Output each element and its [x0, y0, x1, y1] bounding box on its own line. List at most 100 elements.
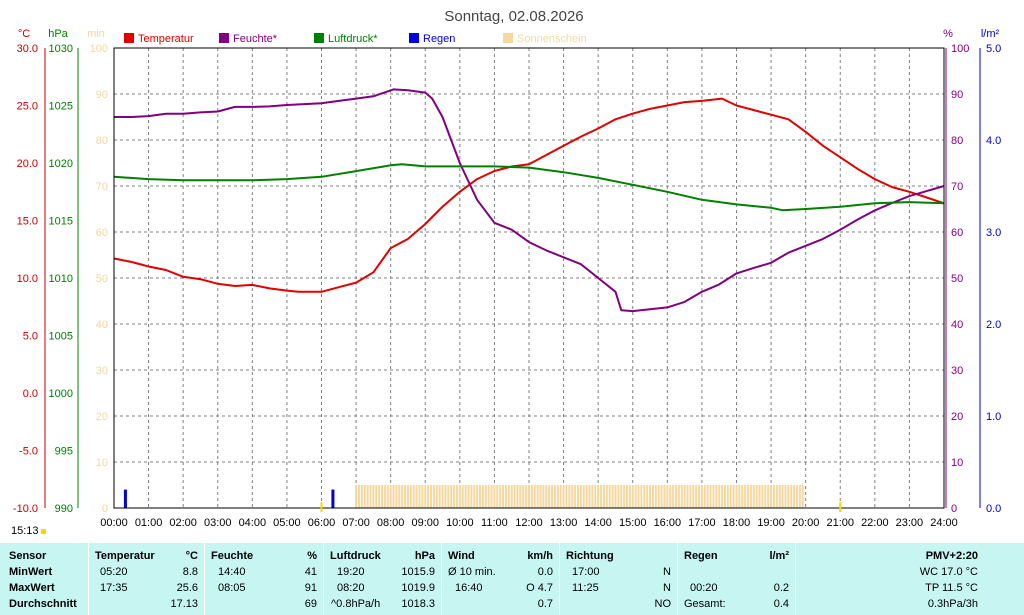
separator	[441, 543, 442, 615]
sunshine-bars	[355, 485, 804, 508]
tick-label-pressure: 1020	[49, 158, 73, 170]
tick-label-time: 15:00	[619, 517, 647, 529]
tick-label-time: 12:00	[515, 517, 543, 529]
pressure-unit: hPa	[414, 550, 435, 562]
tick-label-pressure: 990	[55, 503, 73, 515]
wind-avg10-label: Ø 10 min.	[448, 566, 496, 578]
series-lines	[113, 88, 945, 313]
label-max: MaxWert	[9, 582, 55, 594]
tick-label-time: 24:00	[930, 517, 958, 529]
tick-label-time: 22:00	[861, 517, 889, 529]
tick-label-temperature: 20.0	[17, 158, 38, 170]
legend: Temperatur Feuchte* Luftdruck* Regen Sonnens…	[124, 33, 587, 45]
separator	[795, 543, 796, 615]
tick-label-pressure: 1015	[49, 216, 73, 228]
tick-label-humidity: 90	[951, 89, 963, 101]
legend-label: Temperatur	[138, 33, 194, 45]
tick-label-rain: 3.0	[986, 227, 1001, 239]
plot-frame	[113, 47, 945, 509]
tick-label-temperature: -5.0	[19, 446, 38, 458]
tick-label-time: 17:00	[688, 517, 716, 529]
direction-title: Richtung	[566, 550, 614, 562]
tick-label-time: 00:00	[100, 517, 128, 529]
tick-label-humidity: 80	[951, 135, 963, 147]
stats-temperature: Temperatur °C 05:20 8.8 17:35 25.6 17.13	[89, 543, 204, 615]
tick-label-rain: 2.0	[986, 319, 1001, 331]
rain-total: 0.4	[773, 598, 789, 610]
tick-label-time: 07:00	[342, 517, 370, 529]
temperature-max: 25.6	[176, 582, 198, 594]
pmv-trend: 0.3hPa/3h	[927, 598, 978, 610]
label-sensor: Sensor	[9, 550, 47, 562]
tick-label-rain: 1.0	[986, 411, 1001, 423]
legend-swatch	[503, 33, 513, 43]
stats-pmv: PMV+2:20 WC 17.0 °C TP 11.5 °C 0.3hPa/3h	[796, 543, 1024, 615]
tick-label-humidity: 100	[951, 43, 969, 55]
unit-humidity: %	[943, 28, 953, 40]
tick-label-humidity: 50	[951, 273, 963, 285]
tick-label-sunshine: 10	[96, 457, 108, 469]
direction-value-1: N	[663, 566, 671, 578]
tick-label-temperature: 25.0	[17, 101, 38, 113]
tick-label-pressure: 1010	[49, 273, 73, 285]
tick-label-time: 09:00	[411, 517, 439, 529]
tick-label-sunshine: 70	[96, 181, 108, 193]
tick-label-time: 21:00	[826, 517, 854, 529]
separator	[677, 543, 678, 615]
tick-label-temperature: 10.0	[17, 273, 38, 285]
legend-label: Luftdruck*	[328, 33, 378, 45]
label-avg: Durchschnitt	[9, 598, 77, 610]
tick-label-temperature: 0.0	[23, 388, 38, 400]
tick-label-time: 01:00	[135, 517, 163, 529]
tick-label-pressure: 1000	[49, 388, 73, 400]
tick-label-sunshine: 0	[102, 503, 108, 515]
pmv-title: PMV+2:20	[925, 550, 978, 562]
temperature-min-time: 05:20	[100, 566, 128, 578]
tick-label-humidity: 70	[951, 181, 963, 193]
tick-label-humidity: 10	[951, 457, 963, 469]
wind-max-value: O 4.7	[526, 582, 553, 594]
tick-label-time: 23:00	[896, 517, 924, 529]
pressure-min-time: 19:20	[337, 566, 365, 578]
tick-label-temperature: -10.0	[13, 503, 38, 515]
weather-chart: 30.025.020.015.010.05.00.0-5.0-10.010301…	[13, 8, 1001, 529]
tick-label-pressure: 1030	[49, 43, 73, 55]
pmv-wc: WC 17.0 °C	[919, 566, 978, 578]
humidity-min: 41	[304, 566, 317, 578]
rain-bar	[123, 489, 127, 508]
unit-rain: l/m²	[981, 28, 1000, 40]
tick-label-humidity: 30	[951, 365, 963, 377]
tick-label-rain: 5.0	[986, 43, 1001, 55]
pmv-tp: TP 11.5 °C	[925, 582, 978, 594]
humidity-max: 91	[304, 582, 317, 594]
tick-label-rain: 4.0	[986, 135, 1001, 147]
timestamp: 15:13	[11, 525, 46, 537]
legend-swatch	[219, 33, 229, 43]
tick-label-time: 16:00	[654, 517, 682, 529]
tick-label-sunshine: 100	[90, 43, 108, 55]
temperature-min: 8.8	[182, 566, 198, 578]
tick-label-time: 20:00	[792, 517, 820, 529]
axis-labels: 30.025.020.015.010.05.00.0-5.0-10.010301…	[13, 28, 1001, 529]
temperature-unit: °C	[185, 550, 198, 562]
stats-humidity: Feuchte % 14:40 41 08:05 91 69	[205, 543, 323, 615]
legend-label: Regen	[423, 33, 455, 45]
tick-label-temperature: 30.0	[17, 43, 38, 55]
chart-grid	[114, 48, 944, 508]
label-min: MinWert	[9, 566, 53, 578]
tick-label-temperature: 5.0	[23, 331, 38, 343]
rain-bars	[123, 489, 335, 508]
tick-label-pressure: 1025	[49, 101, 73, 113]
separator	[559, 543, 560, 615]
timestamp-text: 15:13	[11, 525, 39, 537]
unit-temperature: °C	[18, 28, 30, 40]
tick-label-time: 03:00	[204, 517, 232, 529]
unit-sunshine: min	[87, 28, 105, 40]
legend-swatch	[409, 33, 419, 43]
statistics-panel: Sensor MinWert MaxWert Durchschnitt Temp…	[0, 543, 1024, 615]
tick-label-sunshine: 50	[96, 273, 108, 285]
direction-value-2: N	[663, 582, 671, 594]
rain-total-label: Gesamt:	[684, 598, 726, 610]
tick-label-rain: 0.0	[986, 503, 1001, 515]
pressure-max-time: 08:20	[337, 582, 365, 594]
